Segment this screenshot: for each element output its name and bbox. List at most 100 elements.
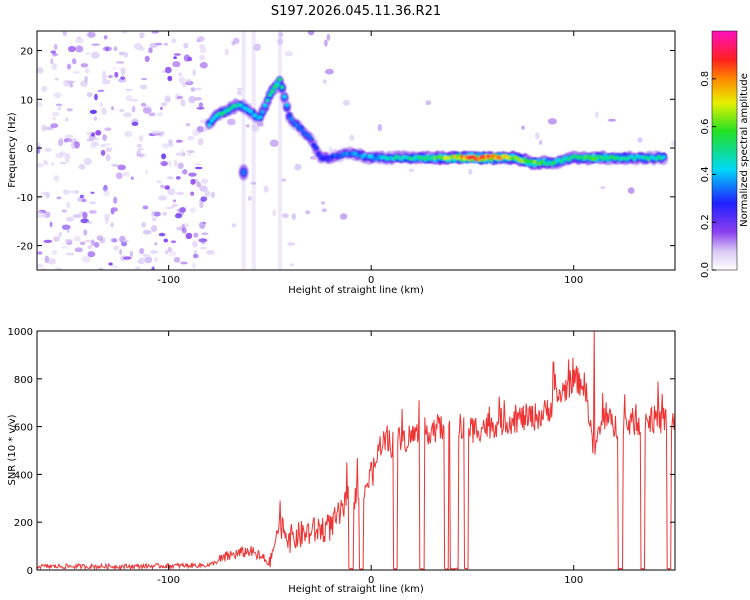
spectrogram-ridge-cell — [287, 114, 292, 119]
spectrogram-noise-cell — [50, 50, 57, 54]
spectrogram-noise-cell — [41, 86, 48, 93]
spectrogram-noise-cell — [547, 118, 557, 125]
spectrogram-noise-cell — [607, 118, 617, 122]
spectrogram-noise-cell — [122, 239, 129, 243]
spectrogram-noise-cell — [44, 161, 49, 166]
spectrogram-noise-cell — [233, 37, 240, 44]
spectrogram-noise-cell — [171, 38, 176, 43]
spectrogram-noise-cell — [154, 242, 158, 246]
spectrogram-noise-cell — [178, 72, 183, 77]
spectrogram-noise-cell — [61, 209, 67, 213]
spectrogram-noise-cell — [164, 250, 169, 255]
spectrogram-noise-cell — [136, 259, 143, 263]
spectrogram-noise-cell — [322, 79, 327, 84]
spectrogram-noise-cell — [130, 176, 134, 180]
spectrogram-noise-cell — [102, 70, 106, 75]
spectrogram-noise-cell — [131, 121, 139, 127]
colorbar: 0.0 0.2 0.4 0.6 0.8 Normalized spectral ampl… — [700, 30, 750, 278]
spectrogram-noise-cell — [535, 132, 540, 140]
spectrogram-noise-cell — [67, 80, 75, 84]
spectrogram-noise-cell — [84, 75, 88, 83]
spectrogram-noise-cell — [160, 184, 165, 189]
spectrogram-noise-cell — [91, 141, 100, 147]
spectrogram-noise-cell — [82, 256, 91, 263]
spectrogram-noise-cell — [118, 51, 126, 56]
spectrogram-noise-cell — [185, 232, 193, 240]
spectrogram-noise-cell — [72, 58, 77, 65]
spectrogram-noise-cell — [137, 152, 147, 158]
spectrogram-noise-cell — [291, 213, 296, 221]
spectrogram-ridge-cell — [559, 159, 564, 164]
spectrogram-noise-cell — [180, 99, 186, 107]
spectrogram-noise-cell — [61, 245, 68, 249]
spectrogram-noise-cell — [110, 265, 119, 268]
spectrogram-noise-cell — [196, 181, 201, 188]
spectrogram-noise-cell — [105, 154, 111, 162]
spectrogram-noise-cell — [145, 169, 149, 175]
spectrogram-noise-cell — [142, 205, 149, 210]
spectrogram-noise-cell — [65, 216, 75, 222]
spectrogram-noise-cell — [45, 192, 50, 199]
spectrogram-noise-cell — [52, 53, 59, 56]
spectrogram-noise-cell — [201, 178, 209, 185]
y-tick-label: 400 — [14, 470, 33, 481]
spectrogram-noise-cell — [227, 118, 236, 126]
snr-series-line — [37, 331, 675, 570]
spectrogram-ridge-cell — [212, 116, 216, 121]
spectrogram-noise-cell — [102, 134, 107, 142]
spectrogram-noise-cell — [90, 191, 95, 194]
spectrogram-noise-cell — [166, 176, 174, 180]
spectrogram-noise-cell — [194, 87, 202, 91]
snr-panel: -100 0 100 0 200 400 600 800 1000 Height of str… — [7, 327, 676, 595]
spectrogram-ridge-cell — [209, 118, 214, 123]
spectrogram-noise-cell — [64, 134, 74, 138]
spectrogram-noise-cell — [99, 102, 103, 108]
spectrogram-noise-cell — [86, 31, 96, 38]
spectrogram-noise-cell — [167, 75, 173, 82]
spectrogram-noise-cell — [37, 251, 43, 255]
spectrogram-noise-cell — [197, 138, 204, 146]
spectrogram-noise-cell — [168, 160, 172, 168]
spectrogram-noise-cell — [157, 131, 165, 137]
spectrogram-noise-cell — [199, 44, 205, 49]
spectrogram-ridge-cell — [299, 127, 304, 132]
spectrogram-noise-cell — [179, 207, 186, 213]
spectrogram-noise-cell — [140, 102, 147, 107]
spectrogram-noise-cell — [174, 213, 183, 219]
spectrogram-noise-cell — [113, 245, 119, 251]
spectrogram-noise-cell — [100, 144, 106, 147]
spectrogram-noise-cell — [140, 84, 148, 90]
colorbar-tick-label: 0.8 — [700, 71, 711, 87]
y-tick-label: 600 — [14, 423, 33, 434]
spectrogram-noise-cell — [55, 103, 63, 107]
spectrogram-noise-cell — [87, 251, 96, 258]
spectrogram-ridge-cell — [258, 115, 263, 120]
spectrogram-noise-cell — [83, 229, 88, 236]
spectrogram-noise-cell — [284, 51, 293, 57]
spectrogram-noise-cell — [89, 201, 96, 205]
colorbar-label: Normalized spectral amplitude — [739, 73, 750, 227]
spectrogram-noise-cell — [321, 208, 327, 212]
spectrogram-noise-cell — [59, 138, 63, 143]
spectrogram-noise-cell — [272, 209, 277, 217]
spectrogram-noise-cell — [103, 143, 111, 146]
spectrogram-noise-cell — [199, 185, 208, 192]
spectrogram-noise-cell — [37, 263, 44, 268]
chart-title: S197.2026.045.11.36.R21 — [271, 4, 441, 19]
spectrogram-noise-cell — [91, 239, 95, 246]
spectrogram-noise-cell — [124, 130, 133, 138]
spectrogram-noise-cell — [595, 111, 599, 119]
spectrogram-noise-cell — [100, 149, 106, 156]
spectrogram-noise-cell — [129, 250, 134, 258]
spectrogram-noise-cell — [125, 88, 133, 92]
spectrogram-noise-cell — [193, 97, 203, 101]
spectrogram-noise-cell — [199, 221, 206, 229]
spectrogram-noise-cell — [176, 96, 184, 99]
spectrogram-noise-cell — [163, 238, 169, 243]
spectrogram-noise-cell — [342, 99, 350, 106]
spectrogram-noise-cell — [72, 71, 80, 74]
spectrogram-noise-cell — [78, 164, 86, 170]
spectrogram-noise-cell — [111, 164, 120, 167]
